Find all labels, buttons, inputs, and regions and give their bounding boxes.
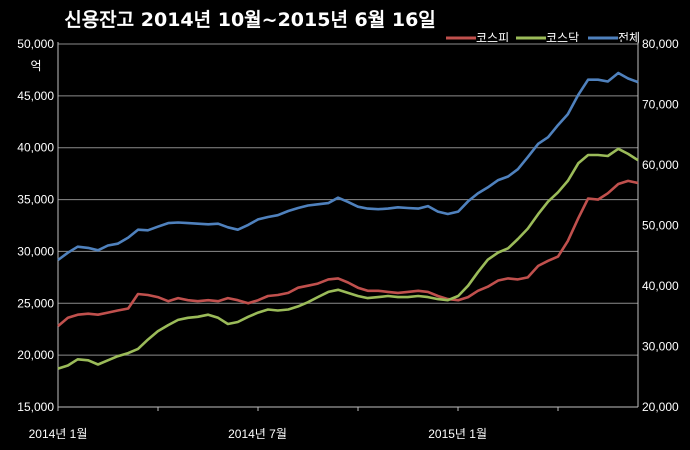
x-tick-label: 2015년 1월 (428, 427, 487, 441)
chart-title: 신용잔고 2014년 10월~2015년 6월 16일 (64, 9, 436, 31)
left-tick-label: 25,000 (17, 296, 54, 310)
left-tick-label: 15,000 (17, 400, 54, 414)
legend-item: 전체 (588, 31, 640, 45)
x-tick-label: 2014년 7월 (228, 427, 287, 441)
right-tick-label: 70,000 (642, 98, 679, 112)
legend-label: 전체 (618, 31, 640, 45)
axes: 15,000 20,000 25,000 30,000 35,000 40,000 45,0… (17, 37, 679, 441)
left-tick-label: 30,000 (17, 244, 54, 258)
series-line-코스피 (57, 179, 639, 328)
plot-area (58, 42, 638, 406)
right-tick-label: 50,000 (642, 219, 679, 233)
legend: 코스피 코스닥 전체 (446, 31, 640, 45)
right-tick-label: 30,000 (642, 340, 679, 354)
y-unit-label: 억 (30, 59, 41, 73)
left-tick-label: 45,000 (17, 89, 54, 103)
legend-label: 코스닥 (546, 31, 579, 45)
left-tick-label: 20,000 (17, 348, 54, 362)
right-tick-label: 60,000 (642, 158, 679, 172)
series-lines (57, 71, 639, 370)
series-line-코스닥 (57, 147, 639, 370)
right-tick-label: 80,000 (642, 37, 679, 51)
left-tick-label: 50,000 (17, 37, 54, 51)
legend-item: 코스닥 (516, 31, 579, 45)
left-tick-label: 40,000 (17, 141, 54, 155)
right-tick-label: 40,000 (642, 279, 679, 293)
legend-item: 코스피 (446, 31, 509, 45)
left-tick-label: 35,000 (17, 193, 54, 207)
gridlines (58, 43, 638, 356)
x-tick-label: 2014년 1월 (29, 427, 88, 441)
right-tick-label: 20,000 (642, 400, 679, 414)
legend-label: 코스피 (476, 31, 509, 45)
series-line-전체 (57, 71, 639, 262)
